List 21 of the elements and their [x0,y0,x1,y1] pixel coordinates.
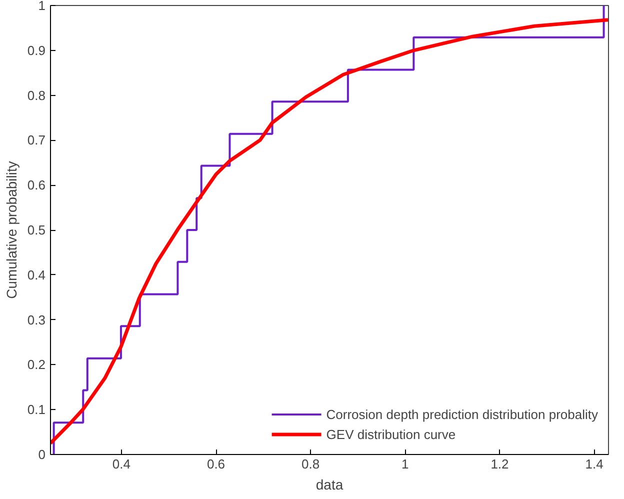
x-axis-title: data [316,476,344,492]
y-tick-label: 0.2 [27,357,46,372]
y-tick-label: 0 [38,447,46,462]
legend-label: GEV distribution curve [326,426,456,442]
y-tick-label: 0.1 [27,402,46,418]
y-tick-label: 0.8 [27,88,46,103]
y-tick-label: 0.5 [27,222,46,238]
legend-label: Corrosion depth prediction distribution probality [326,406,598,422]
x-tick-label: 1.4 [585,456,604,472]
y-tick-label: 0.4 [27,267,46,282]
x-tick-label: 1.2 [490,456,509,472]
y-tick-label: 1 [38,0,46,13]
x-tick-label: 0.6 [206,456,226,472]
x-tick-label: 1 [402,456,409,472]
y-tick-label: 0.3 [27,312,46,328]
y-tick-label: 0.7 [27,132,46,148]
y-tick-label: 0.9 [27,42,46,58]
y-axis-title: Cumulative probability [3,161,20,299]
x-tick-label: 0.4 [112,456,130,472]
x-tick-label: 0.8 [302,456,320,472]
y-tick-label: 0.6 [27,178,46,193]
